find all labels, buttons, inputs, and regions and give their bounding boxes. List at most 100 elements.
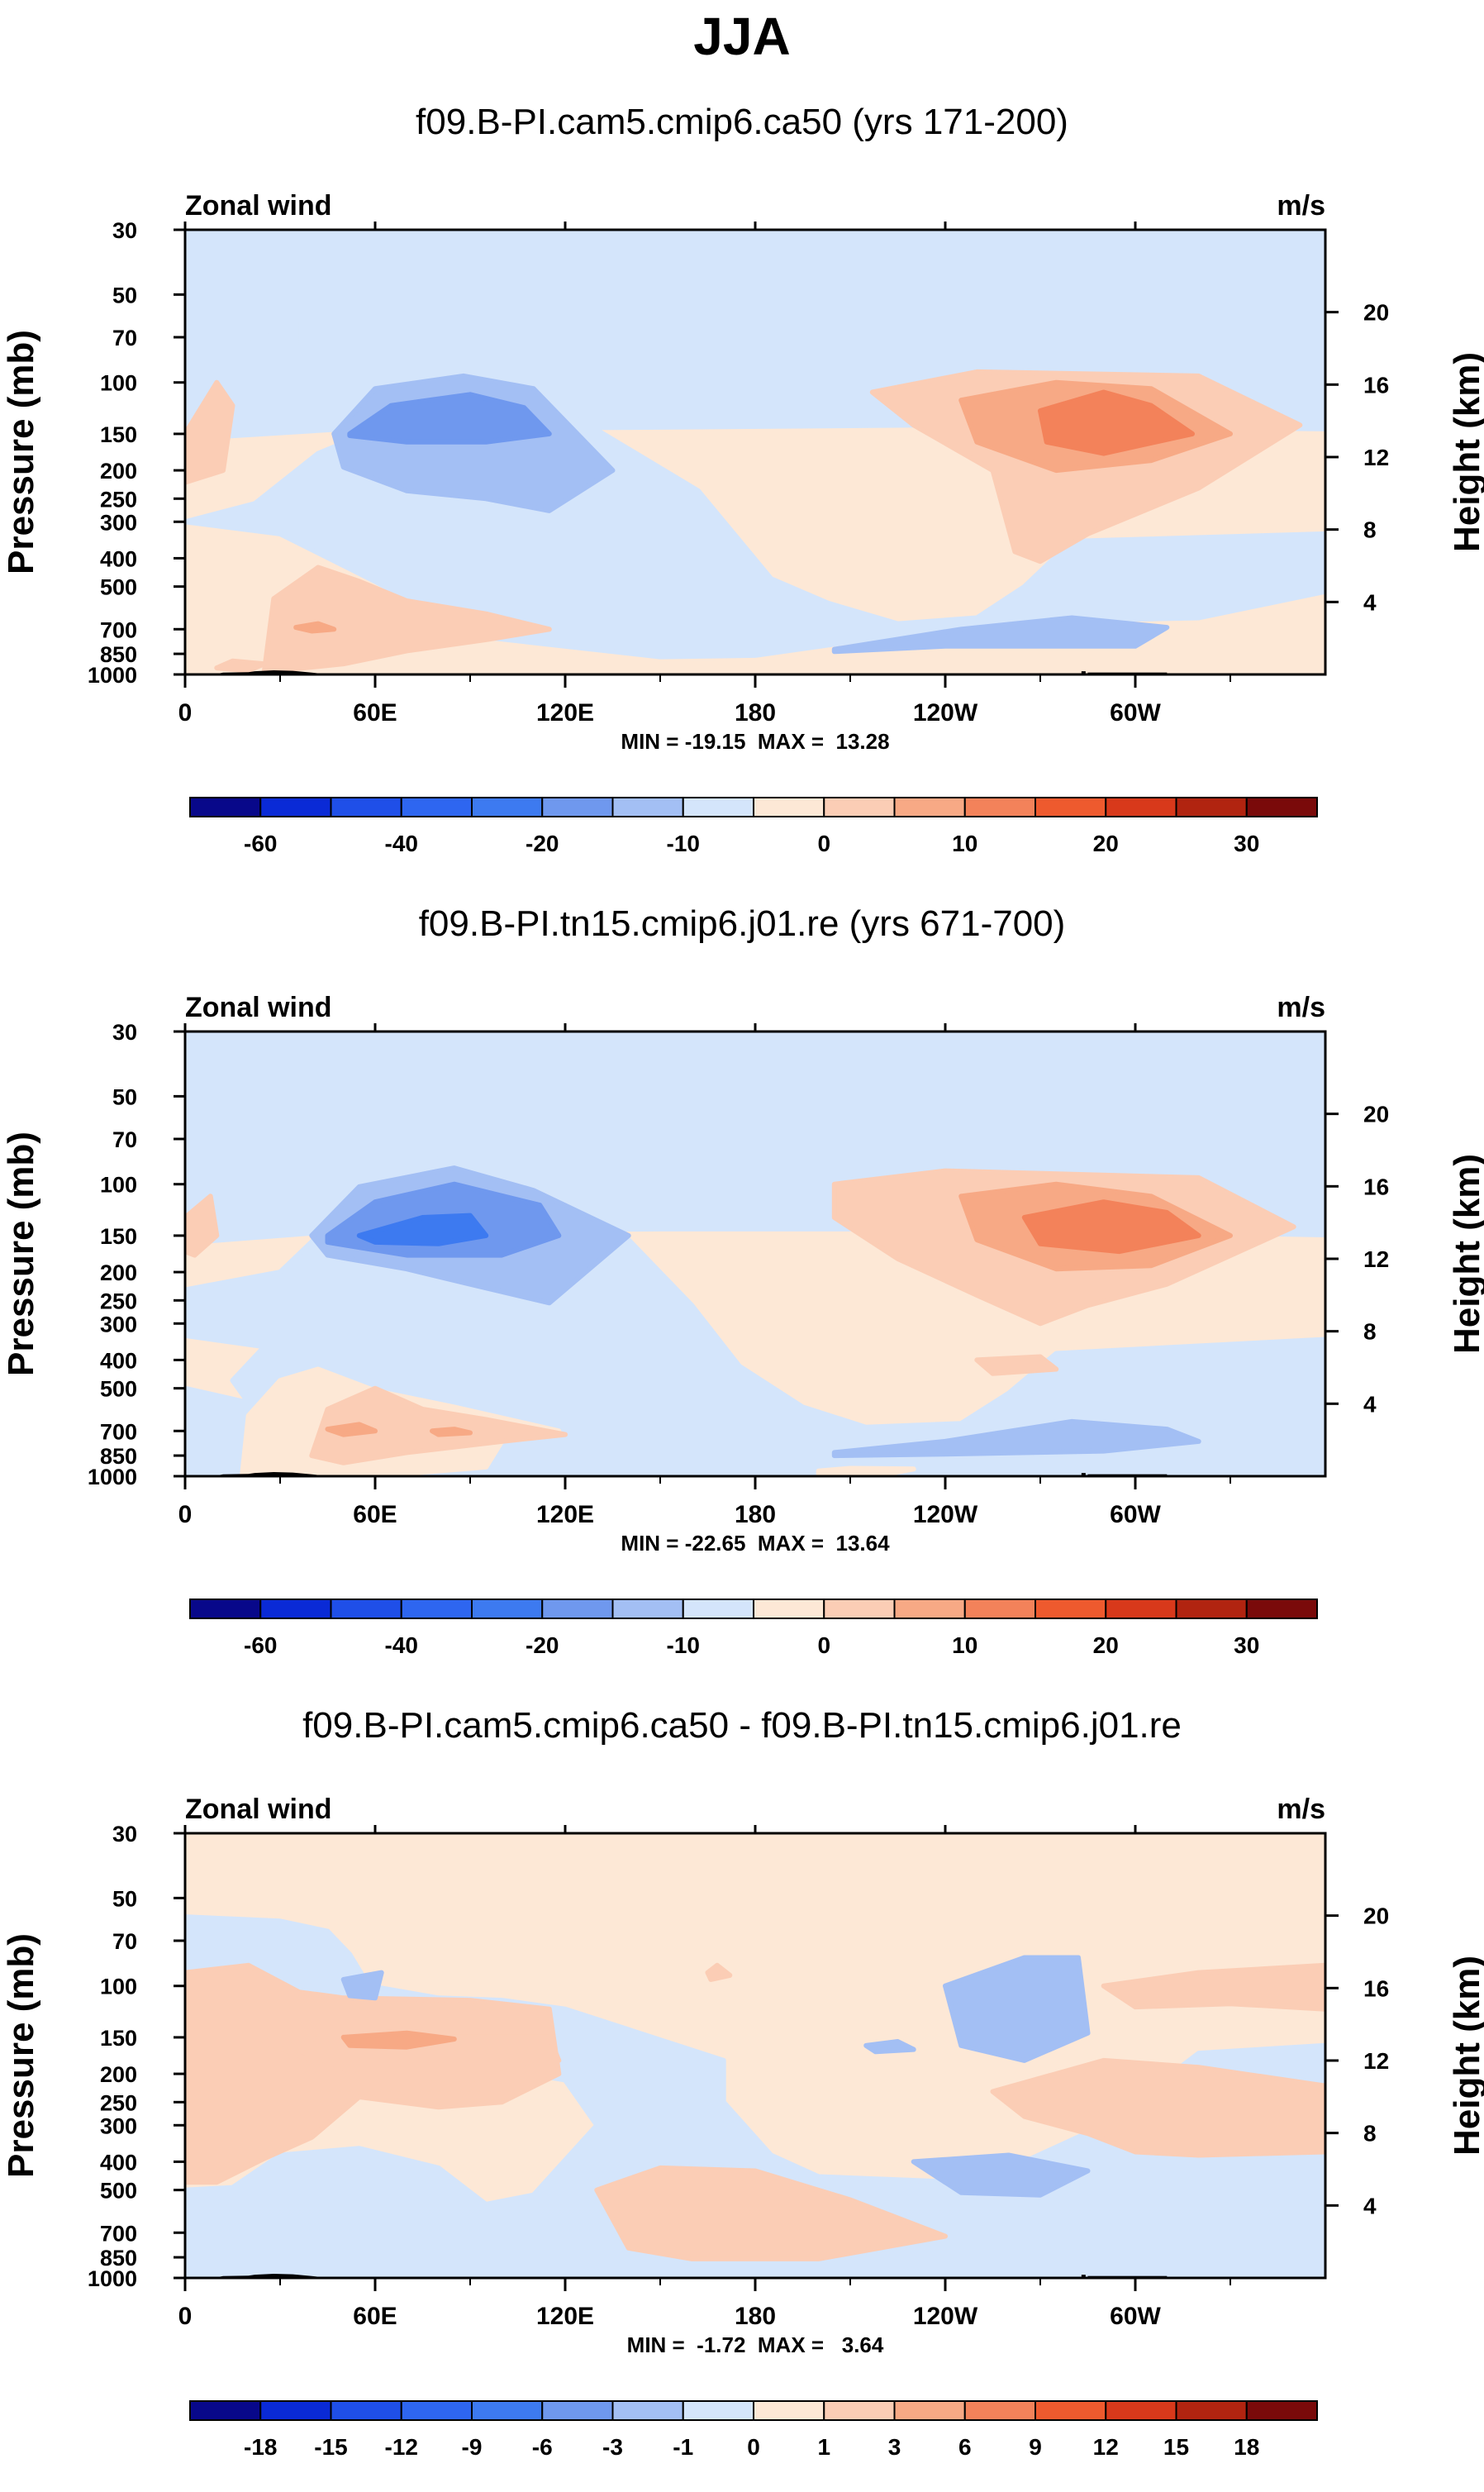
y-tick-label: 70 xyxy=(112,326,137,350)
colorbar-box xyxy=(753,1599,825,1619)
y-tick-label: 30 xyxy=(112,1822,137,1846)
y-tick-label: 30 xyxy=(112,218,137,243)
colorbar-box xyxy=(611,2400,684,2421)
colorbar-box xyxy=(541,797,614,817)
colorbar-box xyxy=(541,1599,614,1619)
x-tick-label: 0 xyxy=(178,1501,193,1528)
variable-label: Zonal wind xyxy=(185,190,332,222)
colorbar-label: 0 xyxy=(817,831,830,856)
variable-label: Zonal wind xyxy=(185,992,332,1023)
colorbar-box xyxy=(823,797,896,817)
colorbar-label: 15 xyxy=(1163,2434,1189,2460)
y-tick-label: 500 xyxy=(100,1377,137,1402)
y-tick-label: 100 xyxy=(100,1975,137,1999)
y-axis-label: Pressure (mb) xyxy=(1,1132,41,1376)
x-tick-label: 0 xyxy=(178,2303,193,2330)
colorbar-label: 1 xyxy=(817,2434,830,2460)
colorbar-box xyxy=(1105,1599,1177,1619)
colorbar-label: 10 xyxy=(952,1632,977,1658)
colorbar-box xyxy=(682,797,754,817)
colorbar-label: 20 xyxy=(1093,1632,1119,1658)
contour-fill-group xyxy=(185,1032,1325,1476)
y-tick-label: 850 xyxy=(100,642,137,667)
colorbar-label: -15 xyxy=(314,2434,347,2460)
colorbar-box xyxy=(471,1599,544,1619)
colorbar-box xyxy=(400,1599,473,1619)
x-tick-label: 120E xyxy=(536,2303,594,2330)
contour-region xyxy=(325,1422,378,1437)
colorbar-box xyxy=(611,1599,684,1619)
colorbar-box xyxy=(963,797,1036,817)
colorbar-box xyxy=(1245,2400,1318,2421)
colorbar-box xyxy=(682,1599,754,1619)
min-max-label: MIN = -22.65 MAX = 13.64 xyxy=(621,1531,890,1556)
contour-region xyxy=(705,1962,733,1982)
colorbar-box xyxy=(1245,1599,1318,1619)
colorbar-label: -3 xyxy=(602,2434,623,2460)
contour-region xyxy=(261,565,552,674)
y-tick-label: 850 xyxy=(100,2246,137,2270)
x-tick-label: 180 xyxy=(735,1501,776,1528)
colorbar-box xyxy=(893,1599,966,1619)
y2-tick-label: 4 xyxy=(1363,2193,1377,2218)
x-tick-label: 120E xyxy=(536,1501,594,1528)
colorbar-box xyxy=(682,2400,754,2421)
y-tick-label: 200 xyxy=(100,459,137,484)
x-tick-label: 120W xyxy=(913,699,978,727)
colorbar-label: 0 xyxy=(817,1632,830,1658)
y-tick-label: 700 xyxy=(100,1419,137,1444)
colorbar-box xyxy=(823,1599,896,1619)
colorbar-label: 30 xyxy=(1234,831,1259,856)
y2-tick-label: 8 xyxy=(1363,1319,1377,1345)
x-tick-label: 0 xyxy=(178,699,193,727)
colorbar-label: -9 xyxy=(462,2434,483,2460)
contour-plot: 0 60E 120E 180 120W 60W3050701001502002503004… xyxy=(1,992,1484,1658)
y-tick-label: 1000 xyxy=(88,2266,137,2291)
y2-tick-label: 12 xyxy=(1363,1246,1389,1272)
y2-tick-label: 8 xyxy=(1363,2121,1377,2147)
y-tick-label: 50 xyxy=(112,283,137,307)
y2-tick-label: 4 xyxy=(1363,589,1377,615)
colorbar-box xyxy=(1245,797,1318,817)
colorbar-label: 20 xyxy=(1093,831,1119,856)
min-max-label: MIN = -1.72 MAX = 3.64 xyxy=(627,2332,884,2357)
y2-tick-label: 12 xyxy=(1363,445,1389,470)
x-tick-label: 120W xyxy=(913,1501,978,1528)
colorbar-label: -40 xyxy=(385,1632,418,1658)
colorbar-label: -60 xyxy=(244,1632,277,1658)
y2-tick-label: 20 xyxy=(1363,1904,1389,1929)
contour-region xyxy=(356,1213,489,1246)
colorbar-box xyxy=(189,2400,262,2421)
contour-region xyxy=(340,2030,457,2050)
contour-region xyxy=(185,379,235,485)
colorbar-label: 3 xyxy=(888,2434,901,2460)
y2-tick-label: 20 xyxy=(1363,300,1389,326)
colorbar-box xyxy=(330,797,402,817)
y-tick-label: 300 xyxy=(100,2113,137,2138)
topography xyxy=(1081,671,1086,674)
contour-region xyxy=(347,392,552,445)
y-tick-label: 250 xyxy=(100,2090,137,2115)
panel-title: f09.B-PI.cam5.cmip6.ca50 - f09.B-PI.tn15… xyxy=(302,1705,1182,1746)
x-tick-label: 60E xyxy=(353,699,397,727)
contour-region xyxy=(1038,389,1195,456)
colorbar-label: -10 xyxy=(667,1632,700,1658)
panel-1: f09.B-PI.cam5.cmip6.ca50 (yrs 171-200) 0… xyxy=(0,83,1484,889)
y-tick-label: 300 xyxy=(100,1312,137,1337)
colorbar-box xyxy=(1035,1599,1107,1619)
colorbar-label: -60 xyxy=(244,831,277,856)
y-tick-label: 50 xyxy=(112,1084,137,1109)
contour-region xyxy=(340,1970,384,2001)
contour-region xyxy=(831,1418,1201,1459)
colorbar-box xyxy=(963,1599,1036,1619)
y2-tick-label: 20 xyxy=(1363,1102,1389,1127)
y-tick-label: 250 xyxy=(100,487,137,512)
y2-axis-label: Height (km) xyxy=(1447,1956,1484,2156)
contour-region xyxy=(214,658,267,674)
x-tick-label: 60W xyxy=(1110,2303,1161,2330)
y-axis-label: Pressure (mb) xyxy=(1,1933,41,2178)
y-tick-label: 70 xyxy=(112,1929,137,1954)
y-tick-label: 200 xyxy=(100,1260,137,1285)
y-tick-label: 300 xyxy=(100,510,137,535)
